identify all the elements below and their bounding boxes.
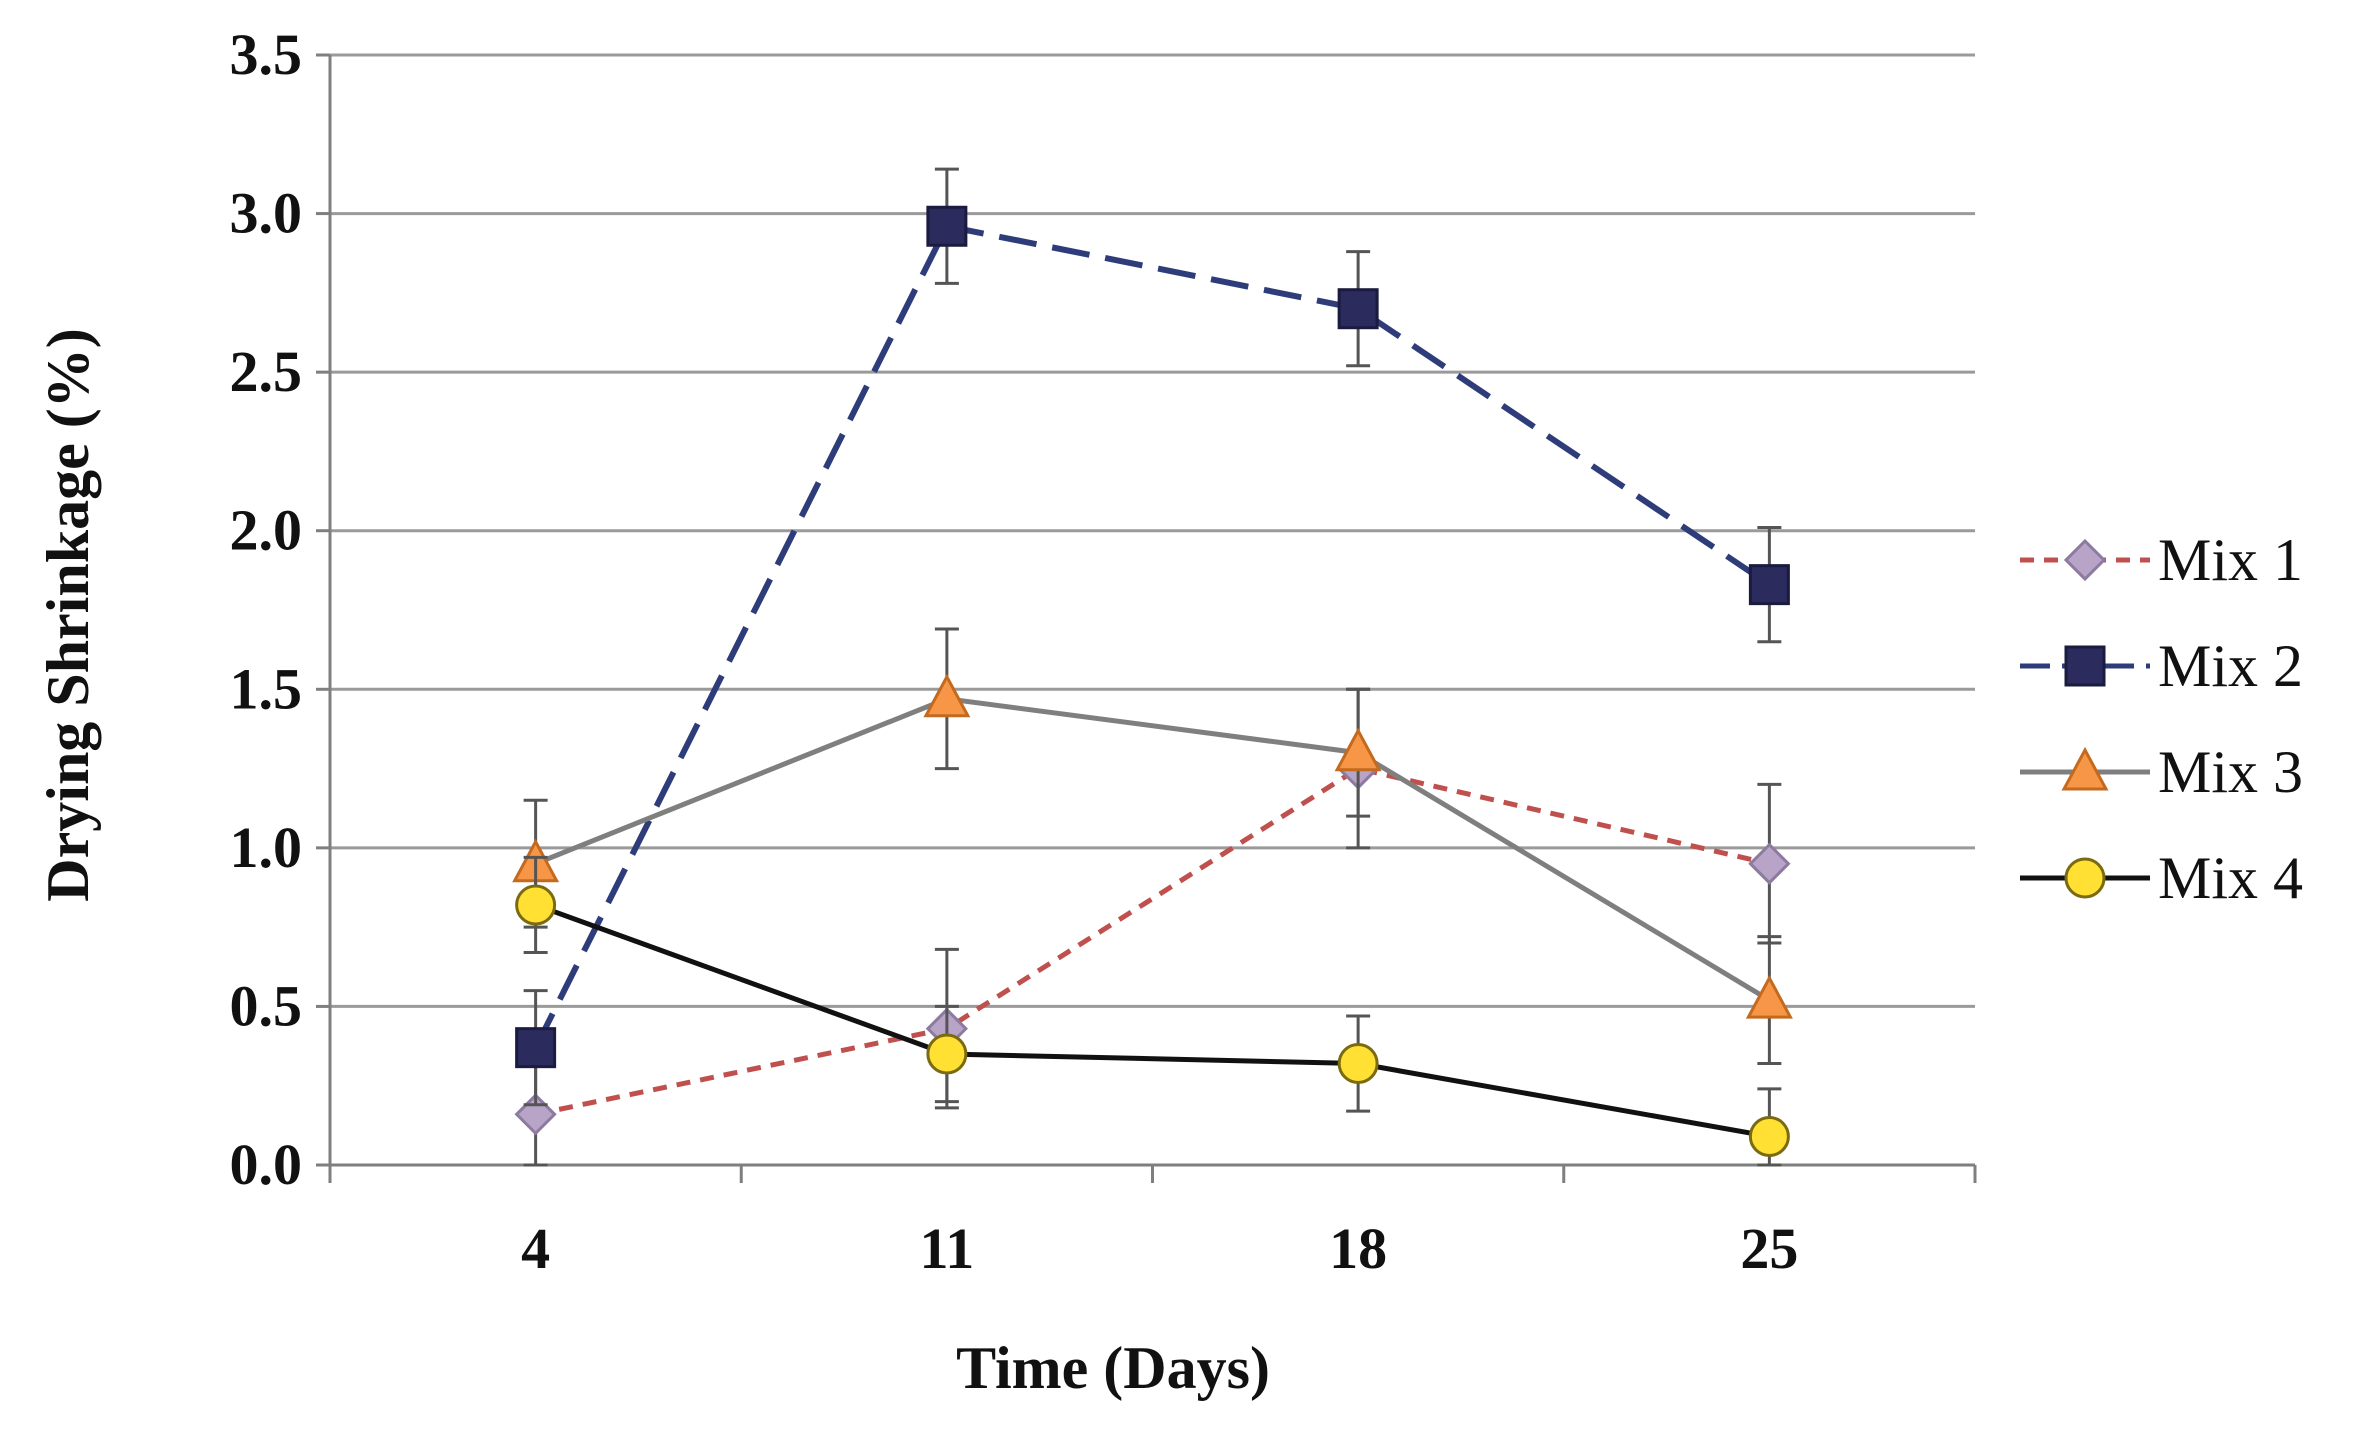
- series: [512, 167, 1793, 1167]
- legend-label-mix-4: Mix 4: [2158, 845, 2303, 911]
- y-tick-label: 3.5: [230, 22, 303, 87]
- data-point-mix-2: [515, 1027, 557, 1069]
- data-point-mix-4: [926, 1033, 968, 1075]
- data-point-mix-2: [926, 205, 968, 247]
- legend-label-mix-2: Mix 2: [2158, 633, 2303, 699]
- series-line-mix-2: [532, 222, 1772, 1050]
- data-point-mix-4: [1337, 1043, 1379, 1085]
- y-tick-label: 1.5: [230, 656, 303, 721]
- data-point-mix-3: [1745, 974, 1793, 1019]
- data-point-mix-2: [1748, 564, 1790, 606]
- series-line-mix-3: [534, 696, 1771, 1003]
- y-tick-label: 2.5: [230, 339, 303, 404]
- y-tick-label: 2.0: [230, 498, 303, 563]
- series-line-mix-4: [534, 902, 1770, 1139]
- axes: [316, 53, 1977, 1183]
- data-point-mix-3: [1334, 727, 1382, 772]
- data-point-mix-1: [1748, 842, 1791, 885]
- y-tick-label: 0.5: [230, 973, 303, 1038]
- legend-marker-mix-4: [2064, 857, 2106, 899]
- y-tick-label: 0.0: [230, 1132, 303, 1197]
- y-axis-title: Drying Shrinkage (%): [35, 328, 101, 901]
- series-mix-3: [512, 627, 1793, 1066]
- x-tick-label: 11: [919, 1216, 974, 1281]
- data-point-mix-3: [923, 673, 971, 718]
- legend-label-mix-3: Mix 3: [2158, 739, 2303, 805]
- series-mix-1: [514, 687, 1791, 1167]
- y-tick-label: 3.0: [230, 181, 303, 246]
- x-tick-label: 4: [521, 1216, 550, 1281]
- x-tick-label: 18: [1329, 1216, 1387, 1281]
- legend-label-mix-1: Mix 1: [2158, 527, 2303, 593]
- legend: Mix 1 Mix 2 Mix 3 Mix 4: [2020, 527, 2303, 911]
- x-axis-title: Time (Days): [956, 1335, 1270, 1401]
- x-tick-labels: 4 11 18 25: [521, 1216, 1798, 1281]
- x-tick-label: 25: [1740, 1216, 1798, 1281]
- legend-marker-mix-1: [2063, 538, 2107, 582]
- series-mix-2: [515, 167, 1790, 1107]
- legend-marker-mix-2: [2064, 645, 2106, 687]
- y-tick-label: 1.0: [230, 815, 303, 880]
- legend-item-mix-3: Mix 3: [2020, 739, 2303, 805]
- gridlines: [330, 53, 1975, 1167]
- legend-item-mix-2: Mix 2: [2020, 633, 2303, 699]
- legend-marker-mix-3: [2061, 746, 2109, 791]
- series-mix-4: [515, 855, 1790, 1167]
- y-tick-labels: 0.0 0.5 1.0 1.5 2.0 2.5 3.0 3.5: [230, 22, 303, 1197]
- series-line-mix-1: [535, 765, 1770, 1117]
- legend-item-mix-4: Mix 4: [2020, 845, 2303, 911]
- data-point-mix-4: [515, 884, 557, 926]
- data-point-mix-2: [1337, 288, 1379, 330]
- legend-item-mix-1: Mix 1: [2020, 527, 2303, 593]
- data-point-mix-4: [1748, 1115, 1790, 1157]
